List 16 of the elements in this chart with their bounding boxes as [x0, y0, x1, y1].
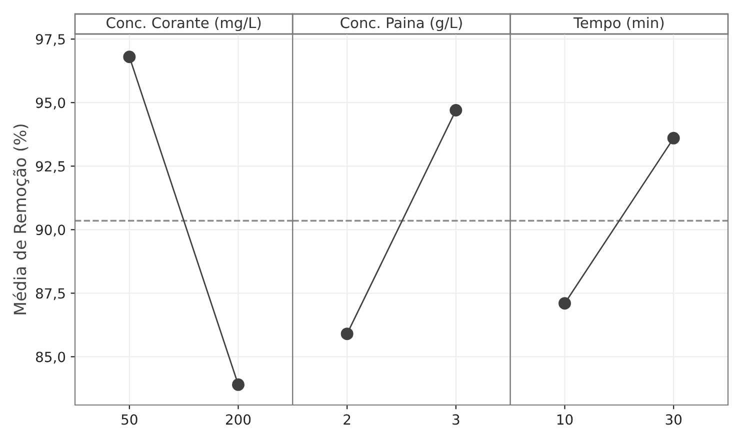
x-tick-label: 200: [226, 414, 251, 425]
y-tick-label: 97,5: [36, 34, 65, 46]
x-tick-label: 10: [557, 414, 573, 425]
x-tick-label: 30: [666, 414, 682, 425]
y-tick-label: 87,5: [36, 288, 65, 300]
chart-title: Tempo (min): [573, 16, 664, 32]
y-axis-title: Média de Remoção (%): [12, 124, 30, 314]
x-tick-label: 3: [452, 414, 460, 425]
x-tick-label: 50: [122, 414, 138, 425]
y-tick-label: 90,0: [36, 224, 66, 237]
x-tick-label: 2: [344, 414, 350, 425]
chart-title: Conc. Paina (g/L): [340, 16, 462, 32]
y-tick-label: 95,0: [36, 98, 66, 110]
chart-title: Conc. Corante (mg/L): [106, 16, 261, 32]
y-tick-label: 92,5: [36, 161, 65, 174]
y-tick-label: 85,0: [36, 352, 66, 364]
